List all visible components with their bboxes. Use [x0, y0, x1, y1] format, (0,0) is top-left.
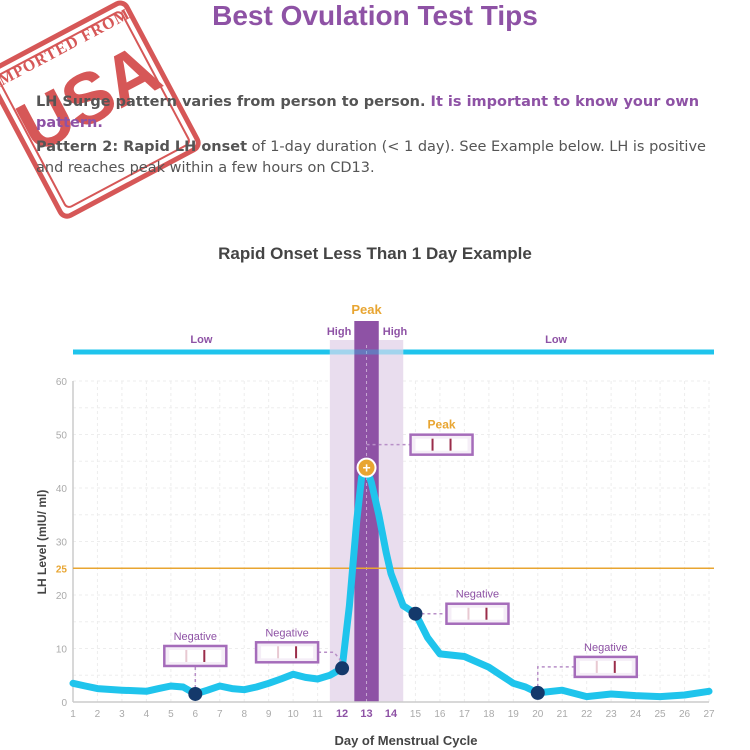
- x-tick-label: 1: [70, 709, 76, 720]
- x-tick-label: 13: [360, 708, 372, 720]
- chart-bands: [73, 321, 714, 702]
- x-tick-label: 9: [266, 709, 272, 720]
- test-result-1-strip-window: [261, 646, 314, 659]
- y-tick-label: 30: [56, 538, 68, 549]
- page-title: Best Ovulation Test Tips: [212, 0, 538, 31]
- marker-label: Peak: [428, 418, 456, 432]
- marker-connector: [537, 666, 575, 693]
- x-tick-label: 7: [217, 709, 223, 720]
- x-tick-label: 5: [168, 709, 174, 720]
- test-result-2-strip-window: [415, 438, 468, 451]
- chart-threshold: 25: [56, 564, 714, 575]
- negative-marker-dot: [188, 686, 203, 701]
- chart-markers: Negative Negative Peak + Negative Negative: [163, 418, 639, 701]
- intro-highlight: It is important to know your own pattern…: [36, 94, 700, 131]
- peak-marker-plus: +: [362, 460, 370, 476]
- negative-marker-dot: [408, 606, 423, 621]
- x-tick-label: 19: [508, 709, 520, 720]
- x-tick-label: 15: [410, 709, 422, 720]
- x-tick-label: 10: [288, 709, 300, 720]
- x-tick-label: 14: [385, 708, 398, 720]
- test-result-3-strip-window: [451, 607, 504, 620]
- chart-title: Rapid Onset Less Than 1 Day Example: [218, 244, 532, 263]
- negative-marker-dot: [530, 685, 545, 700]
- x-tick-label: 26: [679, 709, 691, 720]
- x-tick-label: 27: [703, 709, 715, 720]
- negative-marker-dot: [335, 661, 350, 676]
- pattern-description: of 1-day duration (< 1 day). See Example…: [36, 139, 706, 176]
- band-label-low: Low: [545, 334, 567, 346]
- x-tick-label: 6: [193, 709, 199, 720]
- chart-labels: Peak Low Low High High: [190, 302, 567, 346]
- x-tick-label: 23: [606, 709, 618, 720]
- y-tick-label: 20: [56, 591, 68, 602]
- y-axis-label: LH Level (mIU/ ml): [35, 490, 49, 595]
- x-tick-label: 12: [336, 708, 348, 720]
- x-tick-label: 2: [95, 709, 101, 720]
- peak-marker-dot: [356, 457, 377, 478]
- x-tick-label: 16: [434, 709, 446, 720]
- x-tick-label: 11: [312, 709, 323, 720]
- x-axis-label: Day of Menstrual Cycle: [334, 733, 477, 748]
- x-tick-label: 22: [581, 709, 593, 720]
- x-tick-label: 25: [655, 709, 667, 720]
- test-result-0-strip-window: [169, 649, 222, 662]
- marker-label: Negative: [174, 631, 217, 643]
- marker-connector: [318, 651, 343, 663]
- band-label-peak: Peak: [351, 302, 382, 317]
- x-tick-label: 4: [144, 709, 150, 720]
- x-tick-label: 17: [459, 709, 471, 720]
- intro-text: LH Surge pattern varies from person to p…: [36, 94, 431, 110]
- threshold-label: 25: [56, 564, 68, 575]
- x-tick-label: 20: [532, 709, 544, 720]
- y-tick-label: 0: [61, 698, 67, 709]
- y-tick-label: 60: [56, 377, 68, 388]
- test-result-4-strip-window: [579, 660, 632, 673]
- pattern-title: Pattern 2: Rapid LH onset: [36, 139, 248, 155]
- x-tick-label: 21: [557, 709, 569, 720]
- pattern-paragraph: Pattern 2: Rapid LH onset of 1-day durat…: [36, 137, 726, 179]
- marker-label: Negative: [265, 627, 308, 639]
- intro-paragraph: LH Surge pattern varies from person to p…: [36, 92, 726, 134]
- x-tick-label: 8: [241, 709, 247, 720]
- y-tick-label: 40: [56, 484, 68, 495]
- y-tick-label: 10: [56, 645, 68, 656]
- band-label-high: High: [327, 326, 352, 338]
- band-label-low: Low: [190, 334, 212, 346]
- marker-label: Negative: [584, 642, 627, 654]
- x-tick-label: 18: [483, 709, 495, 720]
- band-label-high: High: [383, 326, 408, 338]
- x-tick-label: 3: [119, 709, 125, 720]
- marker-label: Negative: [456, 589, 499, 601]
- x-tick-label: 24: [630, 709, 642, 720]
- y-tick-label: 50: [56, 431, 68, 442]
